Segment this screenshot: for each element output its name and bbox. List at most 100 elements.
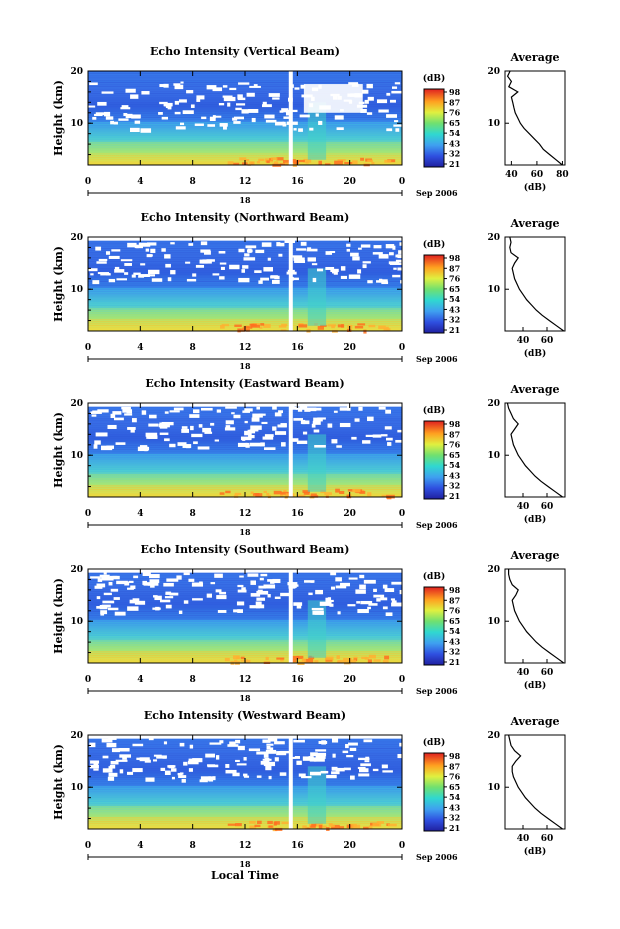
no-data-cell [174, 111, 181, 115]
echo-layer [88, 791, 402, 793]
echo-cell [372, 822, 382, 827]
echo-layer [88, 127, 402, 129]
no-data-cell [294, 756, 300, 759]
no-data-cell [110, 760, 119, 765]
echo-layer [88, 636, 402, 638]
no-data-cell [103, 572, 107, 575]
echo-layer [88, 147, 402, 149]
colorbar-unit: (dB) [423, 571, 445, 582]
no-data-cell [119, 769, 124, 774]
no-data-cell [144, 274, 156, 277]
echo-layer [88, 297, 402, 299]
no-data-cell [187, 760, 199, 765]
profile-y-tick-label: 20 [487, 67, 500, 77]
echo-layer [88, 452, 402, 454]
no-data-cell [379, 279, 388, 283]
no-data-cell [302, 431, 308, 435]
date-label: Sep 2006 [416, 852, 458, 862]
no-data-cell [144, 759, 151, 763]
no-data-cell [299, 114, 310, 118]
no-data-cell [202, 427, 212, 433]
no-data-cell [279, 242, 285, 247]
no-data-cell [225, 420, 234, 425]
no-data-cell [225, 769, 237, 774]
no-data-cell [300, 241, 307, 246]
no-data-cell [263, 753, 269, 758]
echo-layer [88, 629, 402, 631]
y-tick-label: 20 [70, 731, 83, 741]
colorbar-tick-label: 76 [449, 772, 461, 782]
no-data-cell [212, 115, 222, 118]
no-data-cell [101, 91, 114, 94]
echo-cell [267, 820, 273, 825]
no-data-cell [399, 742, 407, 747]
no-data-cell [222, 95, 233, 98]
colorbar-tick-label: 43 [449, 636, 461, 646]
echo-layer [88, 426, 402, 428]
echo-cell [382, 659, 389, 663]
echo-layer [88, 651, 402, 653]
date-label: Sep 2006 [416, 188, 458, 198]
echo-layer [88, 476, 402, 478]
no-data-cell [293, 739, 305, 743]
no-data-cell [238, 248, 245, 253]
no-data-cell [248, 748, 261, 752]
echo-cell [302, 490, 310, 494]
no-data-cell [146, 254, 152, 258]
echo-layer [88, 574, 402, 576]
no-data-cell [303, 84, 363, 113]
no-data-cell [245, 442, 250, 446]
y-tick-label: 10 [70, 119, 83, 129]
no-data-cell [368, 603, 378, 606]
no-data-cell [129, 599, 140, 604]
echo-layer [88, 804, 402, 806]
colorbar-tick-label: 54 [449, 792, 461, 802]
echo-layer [88, 594, 402, 596]
echo-cell [320, 324, 327, 327]
echo-cell [354, 325, 364, 329]
no-data-cell [232, 772, 240, 777]
profile-title: Average [509, 217, 559, 230]
no-data-cell [192, 598, 203, 601]
echo-layer [88, 264, 402, 266]
no-data-cell [394, 82, 401, 85]
no-data-cell [385, 437, 393, 441]
echo-layer [88, 145, 402, 148]
no-data-cell [359, 574, 365, 579]
echo-cell [381, 494, 387, 498]
no-data-cell [382, 606, 388, 610]
no-data-cell [229, 264, 240, 270]
no-data-cell [92, 116, 97, 120]
no-data-cell [262, 104, 272, 108]
no-data-cell [278, 410, 283, 414]
echo-layer [88, 249, 402, 251]
no-data-cell [254, 270, 262, 273]
no-data-cell [293, 257, 305, 261]
no-data-cell [139, 274, 150, 277]
echo-layer [88, 275, 402, 277]
no-data-cell [241, 587, 246, 591]
no-data-cell [296, 440, 308, 444]
echo-layer [88, 459, 402, 461]
echo-cell [293, 162, 298, 166]
no-data-cell [124, 263, 132, 266]
no-data-cell [142, 580, 147, 585]
echo-layer [88, 244, 402, 246]
no-data-cell [103, 592, 112, 596]
echo-layer [88, 789, 402, 792]
no-data-cell [127, 587, 134, 590]
no-data-cell [297, 408, 303, 412]
echo-cell [337, 159, 346, 162]
no-data-cell [313, 417, 323, 422]
echo-layer [88, 745, 402, 748]
no-data-cell [260, 277, 270, 281]
profile-x-tick-label: 40 [517, 336, 530, 346]
no-data-cell [264, 114, 275, 119]
colorbar-tick-label: 54 [449, 626, 461, 636]
no-data-cell [251, 417, 260, 422]
colorbar-tick-label: 87 [449, 263, 460, 273]
colorbar-tick-label: 21 [449, 159, 460, 169]
no-data-cell [233, 414, 241, 419]
colorbar-tick-label: 21 [449, 491, 460, 501]
no-data-cell [96, 261, 107, 264]
